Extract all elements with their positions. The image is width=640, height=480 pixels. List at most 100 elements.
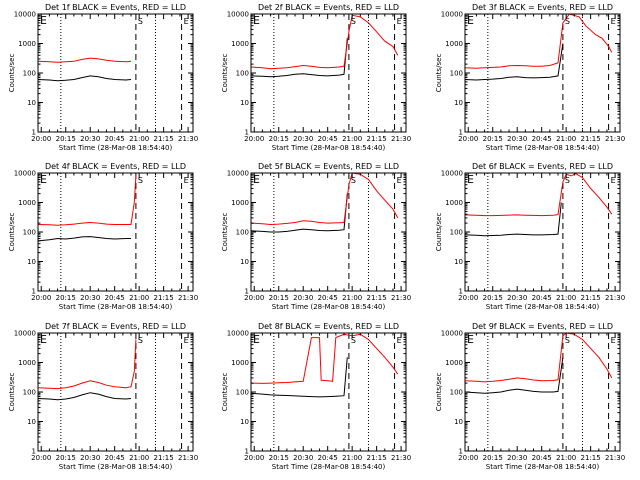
y-tick-label: 10 (27, 418, 36, 426)
marker-label: E (611, 17, 616, 26)
x-tick-label: 21:00 (556, 135, 576, 143)
events-series-line (250, 38, 348, 78)
y-tick-label: 1000 (18, 359, 36, 367)
y-tick-label: 100 (450, 70, 463, 78)
x-axis-label: Start Time (28-Mar-08 18:54:40) (486, 144, 600, 152)
marker-label: S (351, 17, 356, 26)
marker-label: E (184, 176, 189, 185)
y-tick-label: 100 (23, 389, 36, 397)
x-tick-label: 21:00 (342, 135, 362, 143)
y-tick-label: 100 (236, 389, 249, 397)
events-series-line (464, 357, 564, 394)
x-tick-label: 21:00 (556, 294, 576, 302)
lld-series-line (37, 339, 137, 390)
marker-label: S (138, 176, 143, 185)
x-tick-label: 20:15 (483, 294, 503, 302)
y-tick-label: 10 (240, 418, 249, 426)
x-axis-label: Start Time (28-Mar-08 18:54:40) (272, 303, 386, 311)
x-tick-label: 20:00 (458, 454, 478, 462)
y-tick-label: 10000 (441, 170, 463, 178)
y-tick-label: 1000 (231, 40, 249, 48)
plot-title: Det 1f BLACK = Events, RED = LLD (45, 3, 186, 12)
marker-label: S (138, 17, 143, 26)
y-axis-label: Counts/sec (221, 373, 229, 412)
x-tick-label: 21:15 (367, 454, 387, 462)
plot-frame (37, 172, 194, 292)
marker-label: E (184, 336, 189, 345)
x-tick-label: 21:30 (391, 294, 411, 302)
y-tick-label: 1000 (445, 199, 463, 207)
plot-panel: Det 8f BLACK = Events, RED = LLD S E E 1 10 10… (221, 322, 411, 471)
x-tick-label: 20:00 (458, 135, 478, 143)
x-tick-label: 20:15 (269, 454, 289, 462)
x-tick-label: 20:45 (105, 294, 125, 302)
corner-label: E (40, 14, 47, 27)
x-tick-label: 20:30 (293, 294, 313, 302)
marker-label: E (397, 17, 402, 26)
x-tick-label: 21:15 (154, 294, 174, 302)
marker-label: S (351, 176, 356, 185)
plot-panel: Det 4f BLACK = Events, RED = LLD S E E 1 10 10… (8, 162, 198, 311)
x-tick-label: 21:15 (154, 454, 174, 462)
x-tick-label: 20:15 (483, 454, 503, 462)
x-tick-label: 20:00 (458, 294, 478, 302)
plot-title: Det 5f BLACK = Events, RED = LLD (258, 162, 399, 171)
plot-title: Det 3f BLACK = Events, RED = LLD (472, 3, 613, 12)
x-tick-label: 21:15 (367, 294, 387, 302)
x-tick-label: 21:15 (367, 135, 387, 143)
plot-frame (250, 13, 407, 133)
x-tick-label: 20:45 (532, 135, 552, 143)
x-axis-label: Start Time (28-Mar-08 18:54:40) (486, 463, 600, 471)
x-tick-label: 20:30 (80, 294, 100, 302)
y-axis-label: Counts/sec (8, 213, 16, 252)
x-axis-label: Start Time (28-Mar-08 18:54:40) (59, 303, 173, 311)
x-tick-label: 21:15 (581, 454, 601, 462)
plot-frame (37, 13, 194, 133)
x-tick-label: 21:00 (556, 454, 576, 462)
x-axis-label: Start Time (28-Mar-08 18:54:40) (272, 463, 386, 471)
y-tick-label: 1 (32, 129, 36, 137)
x-tick-label: 20:15 (483, 135, 503, 143)
x-tick-label: 20:15 (269, 294, 289, 302)
events-series-line (464, 43, 564, 81)
y-tick-label: 1 (32, 288, 36, 296)
x-tick-label: 21:30 (178, 135, 198, 143)
lld-series-line (250, 14, 399, 70)
y-tick-label: 1 (459, 448, 463, 456)
y-tick-label: 100 (23, 229, 36, 237)
x-tick-label: 20:45 (318, 294, 338, 302)
lld-series-line (464, 173, 613, 217)
corner-label: E (253, 14, 260, 27)
x-tick-label: 21:00 (129, 294, 149, 302)
y-axis-label: Counts/sec (435, 54, 443, 93)
y-axis-label: Counts/sec (221, 54, 229, 93)
x-tick-label: 20:30 (80, 135, 100, 143)
x-tick-label: 20:00 (31, 294, 51, 302)
y-tick-label: 10 (27, 99, 36, 107)
y-tick-label: 10000 (441, 11, 463, 19)
x-tick-label: 20:15 (269, 135, 289, 143)
x-tick-label: 20:30 (293, 454, 313, 462)
x-tick-label: 20:30 (507, 294, 527, 302)
x-tick-label: 20:00 (31, 454, 51, 462)
y-tick-label: 100 (450, 229, 463, 237)
y-axis-label: Counts/sec (8, 54, 16, 93)
plot-panel: Det 9f BLACK = Events, RED = LLD S E E 1 10 10… (435, 322, 625, 471)
y-tick-label: 1000 (445, 40, 463, 48)
y-tick-label: 10 (454, 418, 463, 426)
y-tick-label: 10 (454, 99, 463, 107)
y-tick-label: 10000 (227, 170, 249, 178)
x-tick-label: 20:30 (80, 454, 100, 462)
x-tick-label: 20:15 (56, 454, 76, 462)
x-tick-label: 20:00 (244, 294, 264, 302)
plot-title: Det 7f BLACK = Events, RED = LLD (45, 322, 186, 331)
y-tick-label: 10000 (227, 11, 249, 19)
x-tick-label: 20:00 (244, 454, 264, 462)
plot-title: Det 4f BLACK = Events, RED = LLD (45, 162, 186, 171)
x-tick-label: 21:15 (154, 135, 174, 143)
x-tick-label: 20:15 (56, 135, 76, 143)
y-tick-label: 10000 (441, 330, 463, 338)
x-tick-label: 21:15 (581, 294, 601, 302)
plot-title: Det 6f BLACK = Events, RED = LLD (472, 162, 613, 171)
y-tick-label: 10000 (14, 330, 36, 338)
